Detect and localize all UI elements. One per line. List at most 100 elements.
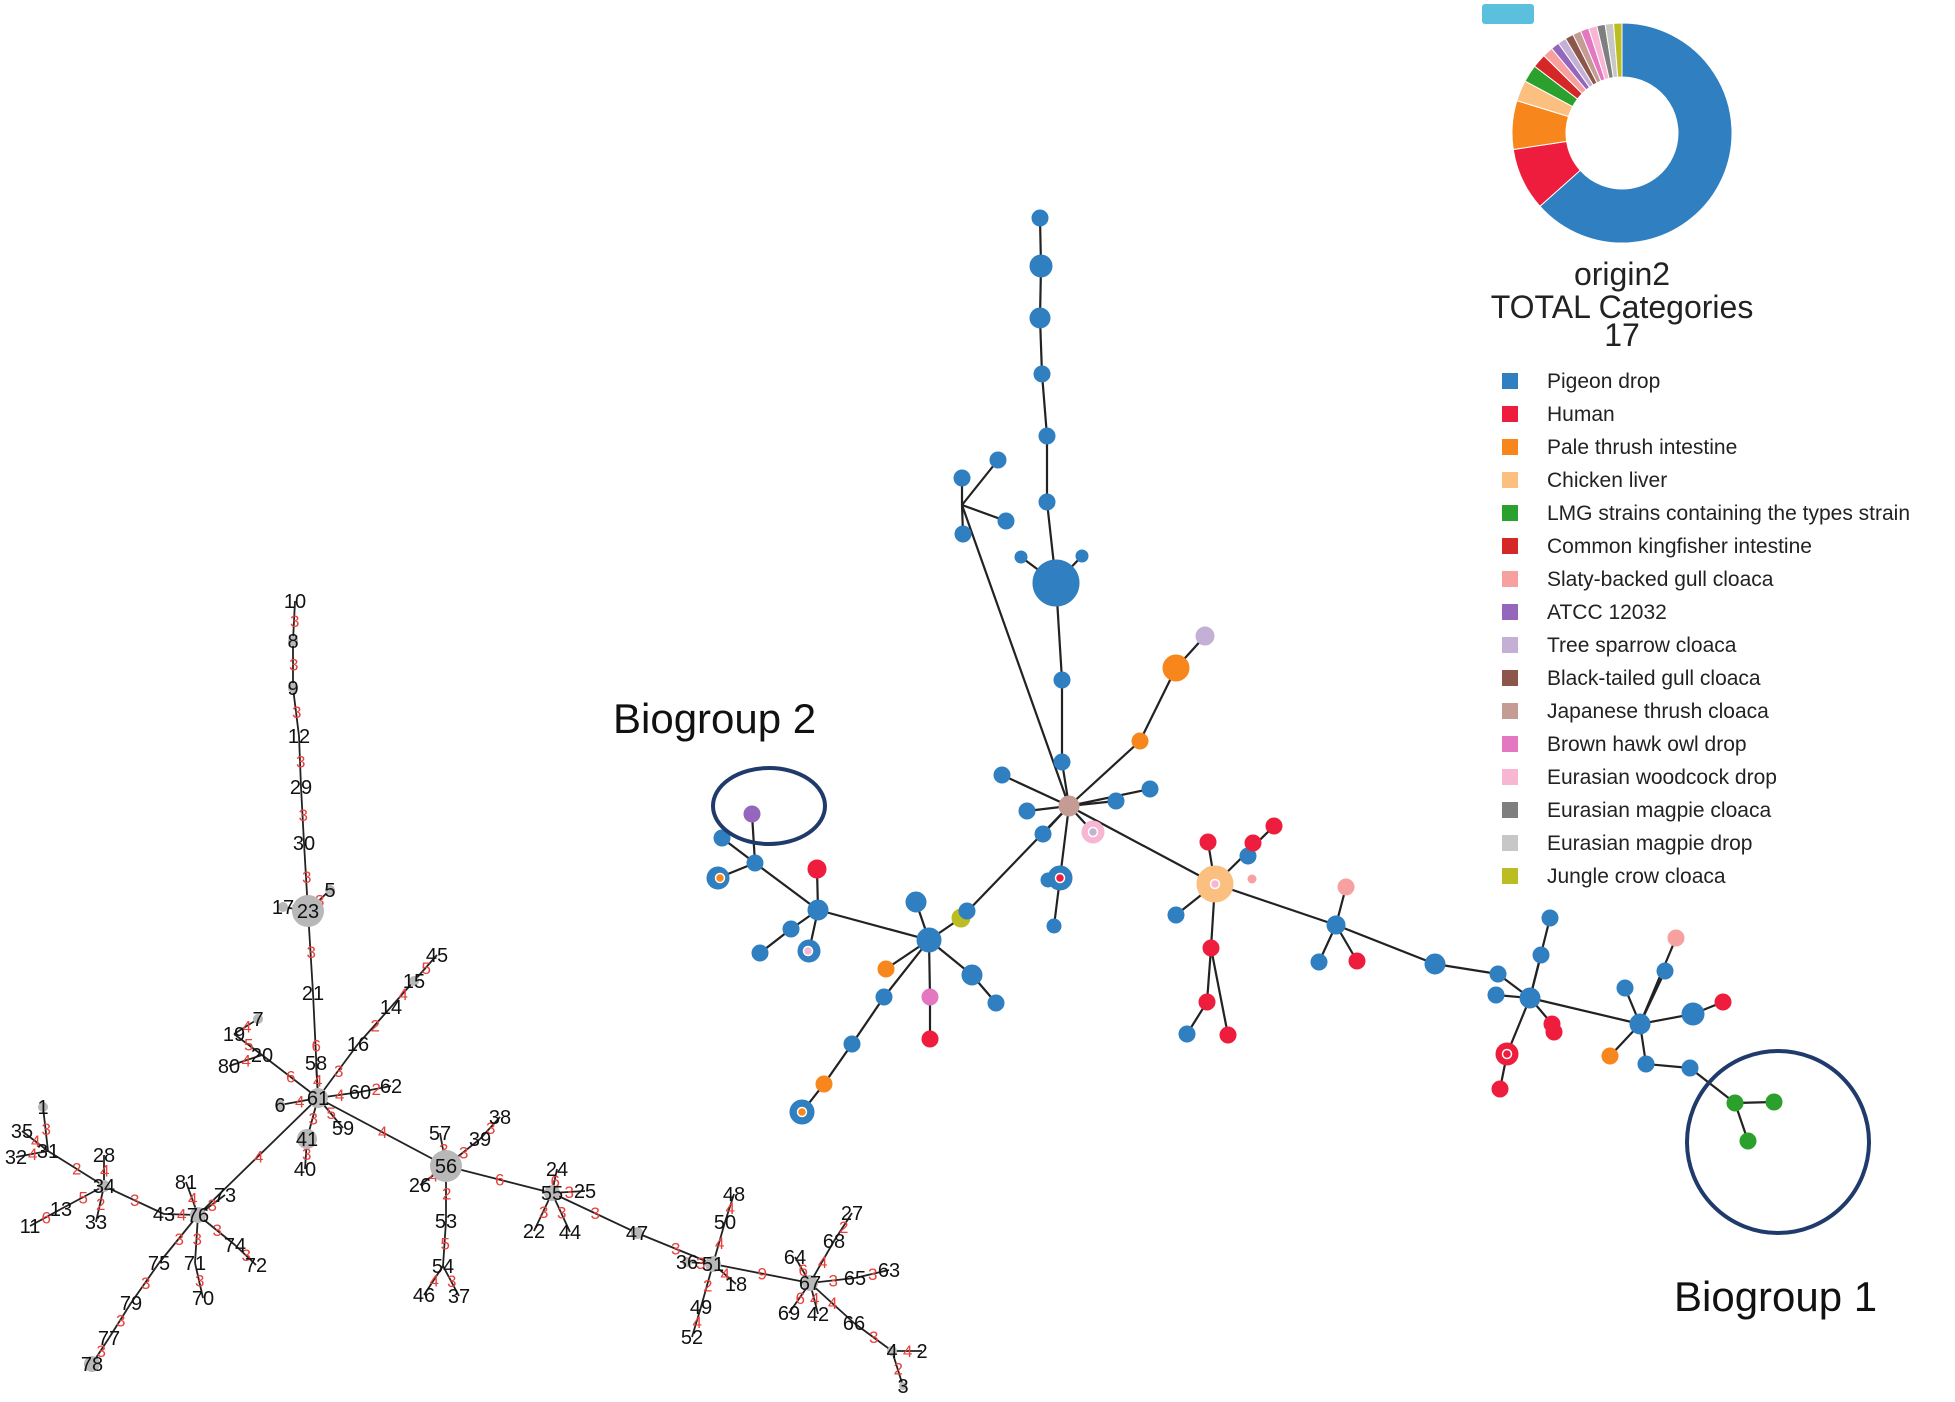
strain-node[interactable] — [1178, 1025, 1196, 1043]
strain-node[interactable] — [275, 1100, 285, 1110]
strain-node[interactable] — [1131, 732, 1149, 750]
strain-node[interactable] — [297, 1129, 317, 1149]
strain-node[interactable] — [292, 895, 324, 927]
strain-node[interactable] — [1199, 833, 1217, 851]
strain-node[interactable] — [989, 451, 1007, 469]
strain-node[interactable] — [1532, 946, 1550, 964]
strain-node[interactable] — [38, 1102, 48, 1112]
strain-node[interactable] — [1198, 993, 1216, 1011]
strain-node[interactable] — [713, 829, 731, 847]
strain-node[interactable] — [1601, 1047, 1619, 1065]
strain-node[interactable] — [1629, 1013, 1651, 1035]
strain-node[interactable] — [905, 891, 927, 913]
strain-node[interactable] — [899, 1382, 907, 1390]
strain-node[interactable] — [1033, 365, 1051, 383]
strain-node[interactable] — [308, 1088, 328, 1108]
strain-node[interactable] — [1029, 254, 1053, 278]
strain-node[interactable] — [1202, 939, 1220, 957]
strain-node[interactable] — [1040, 872, 1056, 888]
strain-node[interactable] — [1195, 626, 1215, 646]
strain-node[interactable] — [278, 902, 288, 912]
strain-node[interactable] — [1491, 1080, 1509, 1098]
strain-node[interactable] — [1038, 427, 1056, 445]
strain-node[interactable] — [1046, 918, 1062, 934]
strain-node[interactable] — [993, 766, 1011, 784]
strain-node[interactable] — [1058, 795, 1080, 817]
strain-node[interactable] — [288, 636, 298, 646]
strain-node[interactable] — [1326, 915, 1346, 935]
strain-node[interactable] — [843, 1035, 861, 1053]
strain-node[interactable] — [1714, 993, 1732, 1011]
strain-node[interactable] — [807, 859, 827, 879]
strain-node[interactable] — [887, 1346, 897, 1356]
strain-node[interactable] — [631, 1227, 643, 1239]
strain-node[interactable] — [1616, 979, 1634, 997]
strain-node[interactable] — [958, 902, 976, 920]
strain-node[interactable] — [1765, 1093, 1783, 1111]
strain-node[interactable] — [409, 976, 419, 986]
strain-node[interactable] — [1029, 307, 1051, 329]
strain-node[interactable] — [1637, 1055, 1655, 1073]
strain-node[interactable] — [98, 1180, 110, 1192]
strain-node[interactable] — [190, 1207, 206, 1223]
strain-node[interactable] — [1162, 654, 1190, 682]
strain-node[interactable] — [253, 1014, 263, 1024]
strain-node[interactable] — [1726, 1094, 1744, 1112]
strain-node[interactable] — [1053, 753, 1071, 771]
strain-node[interactable] — [1489, 965, 1507, 983]
strain-node[interactable] — [782, 920, 800, 938]
strain-node[interactable] — [921, 1030, 939, 1048]
strain-node[interactable] — [1739, 1132, 1757, 1150]
strain-node[interactable] — [1038, 493, 1056, 511]
strain-node[interactable] — [430, 1150, 462, 1182]
strain-node[interactable] — [921, 988, 939, 1006]
strain-node[interactable] — [807, 899, 829, 921]
strain-node[interactable] — [1337, 878, 1355, 896]
strain-node[interactable] — [916, 927, 942, 953]
strain-node[interactable] — [682, 1257, 692, 1267]
strain-node[interactable] — [705, 1256, 721, 1272]
strain-node[interactable] — [1519, 987, 1541, 1009]
strain-node[interactable] — [746, 854, 764, 872]
strain-node[interactable] — [1219, 1026, 1237, 1044]
strain-node[interactable] — [743, 805, 761, 823]
strain-node[interactable] — [751, 944, 769, 962]
strain-node[interactable] — [1667, 929, 1685, 947]
strain-node[interactable] — [1244, 834, 1262, 852]
strain-node[interactable] — [1247, 874, 1257, 884]
strain-node[interactable] — [1107, 792, 1125, 810]
strain-node[interactable] — [987, 994, 1005, 1012]
strain-node[interactable] — [1075, 549, 1089, 563]
strain-node[interactable] — [1545, 1023, 1563, 1041]
strain-node[interactable] — [1031, 209, 1049, 227]
strain-node[interactable] — [1424, 953, 1446, 975]
strain-node[interactable] — [544, 1185, 560, 1201]
strain-node[interactable] — [1681, 1002, 1705, 1026]
strain-node[interactable] — [1034, 825, 1052, 843]
strain-node[interactable] — [1265, 817, 1283, 835]
strain-node[interactable] — [953, 469, 971, 487]
strain-node[interactable] — [1141, 780, 1159, 798]
strain-node[interactable] — [877, 960, 895, 978]
strain-node[interactable] — [1018, 802, 1036, 820]
strain-node[interactable] — [997, 512, 1015, 530]
strain-node[interactable] — [815, 1075, 833, 1093]
strain-node[interactable] — [961, 964, 983, 986]
strain-node[interactable] — [325, 885, 335, 895]
strain-node[interactable] — [875, 988, 893, 1006]
strain-node[interactable] — [1032, 559, 1080, 607]
strain-node[interactable] — [802, 1275, 818, 1291]
strain-node[interactable] — [1656, 962, 1674, 980]
legend-collapse-tab[interactable] — [1482, 4, 1534, 24]
strain-node[interactable] — [1167, 906, 1185, 924]
strain-node[interactable] — [954, 525, 972, 543]
strain-node[interactable] — [288, 683, 298, 693]
strain-node[interactable] — [1541, 909, 1559, 927]
strain-node[interactable] — [84, 1356, 100, 1372]
strain-node[interactable] — [1014, 550, 1028, 564]
strain-node[interactable] — [1487, 986, 1505, 1004]
strain-node[interactable] — [1348, 952, 1366, 970]
strain-node[interactable] — [1053, 671, 1071, 689]
strain-node[interactable] — [1310, 953, 1328, 971]
strain-node[interactable] — [1681, 1059, 1699, 1077]
